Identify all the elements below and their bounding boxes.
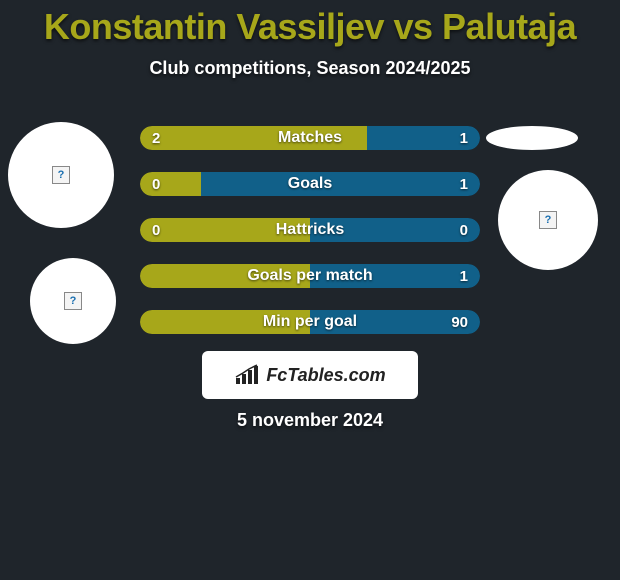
page-subtitle: Club competitions, Season 2024/2025 — [0, 58, 620, 79]
player-avatar-left-2: ? — [30, 258, 116, 344]
infographic-date: 5 november 2024 — [0, 410, 620, 431]
stat-bar-value-right: 0 — [460, 218, 468, 242]
stat-bar-row: Min per goal90 — [140, 310, 480, 334]
stat-bar-row: Goals0 1 — [140, 172, 480, 196]
stat-bar-label: Goals per match — [140, 264, 480, 288]
image-placeholder-icon: ? — [539, 211, 557, 229]
stat-bar-label: Min per goal — [140, 310, 480, 334]
stat-bar-value-right: 1 — [460, 126, 468, 150]
page-title: Konstantin Vassiljev vs Palutaja — [0, 0, 620, 48]
stat-bar-value-left: 0 — [152, 218, 160, 242]
stat-bar-label: Goals — [140, 172, 480, 196]
player-avatar-right: ? — [498, 170, 598, 270]
comparison-infographic: Konstantin Vassiljev vs Palutaja Club co… — [0, 0, 620, 580]
stat-bar-row: Goals per match1 — [140, 264, 480, 288]
stat-bar-row: Matches2 1 — [140, 126, 480, 150]
player-avatar-left-1: ? — [8, 122, 114, 228]
stat-bar-value-left: 2 — [152, 126, 160, 150]
image-placeholder-icon: ? — [64, 292, 82, 310]
stat-bar-row: Hattricks0 0 — [140, 218, 480, 242]
stat-bar-value-left: 0 — [152, 172, 160, 196]
stat-bar-label: Matches — [140, 126, 480, 150]
stat-bar-value-right: 1 — [460, 172, 468, 196]
stat-bars: Matches21Goals01Hattricks00Goals per mat… — [140, 126, 480, 356]
image-placeholder-icon: ? — [52, 166, 70, 184]
fctables-logo: FcTables.com — [202, 351, 418, 399]
stat-bar-value-right: 90 — [451, 310, 468, 334]
decorative-disc — [486, 126, 578, 150]
stat-bar-value-right: 1 — [460, 264, 468, 288]
logo-text: FcTables.com — [266, 365, 385, 386]
stat-bar-label: Hattricks — [140, 218, 480, 242]
bar-chart-icon — [234, 364, 260, 386]
